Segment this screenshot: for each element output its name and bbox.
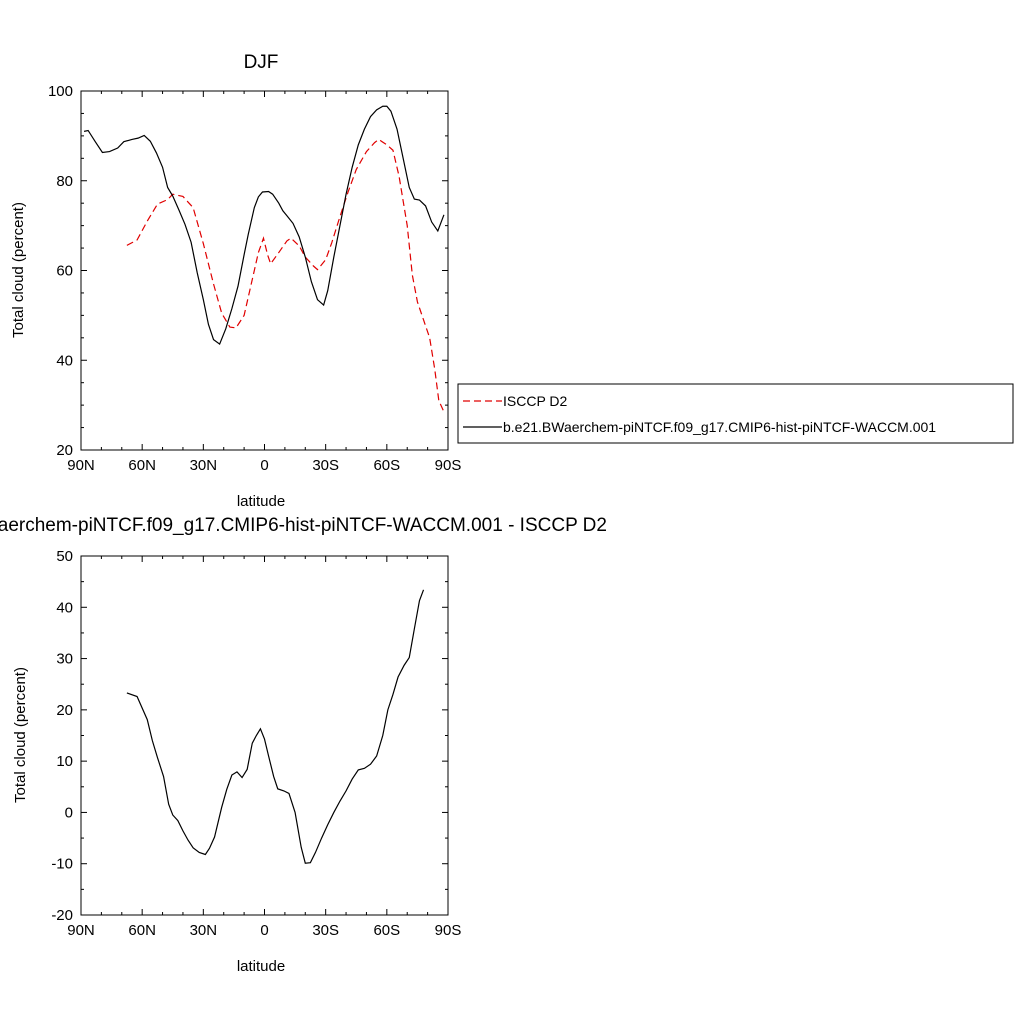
- top-y-tick-label: 100: [48, 83, 73, 100]
- bottom-series-line-0: [126, 589, 425, 864]
- legend-box: [457, 383, 1014, 444]
- top-ticks: 90N 60N 30N 0 30S 60S 90S 20 40 60 80 100: [48, 83, 461, 474]
- bottom-chart-title: b.e21.BWaerchem-piNTCF.f09_g17.CMIP6-his…: [0, 515, 607, 536]
- bottom-y-axis-label: Total cloud (percent): [12, 667, 29, 803]
- top-x-tick-label: 30N: [190, 457, 218, 474]
- top-y-tick-label: 20: [56, 442, 73, 459]
- bottom-x-tick-label: 90S: [435, 922, 462, 939]
- bottom-x-tick-label: 90N: [67, 922, 95, 939]
- bottom-y-tick-label: 40: [56, 599, 73, 616]
- top-series-line-1: [83, 105, 445, 346]
- top-panel: DJF 90N 60N 30N 0 30S 60S 90S 20 40 60 80 100 latit…: [10, 52, 1014, 510]
- bottom-panel: b.e21.BWaerchem-piNTCF.f09_g17.CMIP6-his…: [0, 515, 607, 975]
- top-x-tick-label: 60N: [128, 457, 156, 474]
- top-x-tick-label: 30S: [312, 457, 339, 474]
- bottom-x-axis-label: latitude: [237, 958, 285, 975]
- legend: ISCCP D2 b.e21.BWaerchem-piNTCF.f09_g17.…: [457, 383, 1014, 444]
- bottom-ticks: 90N 60N 30N 0 30S 60S 90S -20 -10 0 10 20 30 40 50: [51, 548, 461, 939]
- bottom-x-tick-label: 60S: [373, 922, 400, 939]
- top-y-axis-label: Total cloud (percent): [10, 202, 27, 338]
- bottom-y-tick-label: 50: [56, 548, 73, 565]
- top-chart-title: DJF: [244, 52, 279, 73]
- top-x-tick-label: 90N: [67, 457, 95, 474]
- bottom-x-tick-label: 60N: [128, 922, 156, 939]
- top-x-tick-label: 60S: [373, 457, 400, 474]
- top-x-tick-label: 90S: [435, 457, 462, 474]
- legend-label-isccp: ISCCP D2: [503, 393, 568, 409]
- bottom-y-tick-label: 10: [56, 753, 73, 770]
- bottom-plot-frame: [80, 555, 449, 916]
- bottom-x-tick-label: 0: [260, 922, 268, 939]
- top-series: [83, 105, 445, 413]
- bottom-y-tick-label: 0: [65, 804, 73, 821]
- bottom-x-tick-label: 30N: [190, 922, 218, 939]
- bottom-series: [126, 589, 425, 864]
- top-y-tick-label: 80: [56, 173, 73, 190]
- top-y-tick-label: 60: [56, 263, 73, 280]
- legend-label-model: b.e21.BWaerchem-piNTCF.f09_g17.CMIP6-his…: [503, 419, 936, 435]
- top-plot-frame: [80, 90, 449, 451]
- top-series-line-0: [126, 138, 445, 413]
- bottom-y-tick-label: 30: [56, 651, 73, 668]
- bottom-y-tick-label: -10: [51, 856, 73, 873]
- bottom-y-tick-label: -20: [51, 907, 73, 924]
- top-x-tick-label: 0: [260, 457, 268, 474]
- bottom-x-tick-label: 30S: [312, 922, 339, 939]
- top-x-axis-label: latitude: [237, 493, 285, 510]
- top-y-tick-label: 40: [56, 352, 73, 369]
- bottom-y-tick-label: 20: [56, 702, 73, 719]
